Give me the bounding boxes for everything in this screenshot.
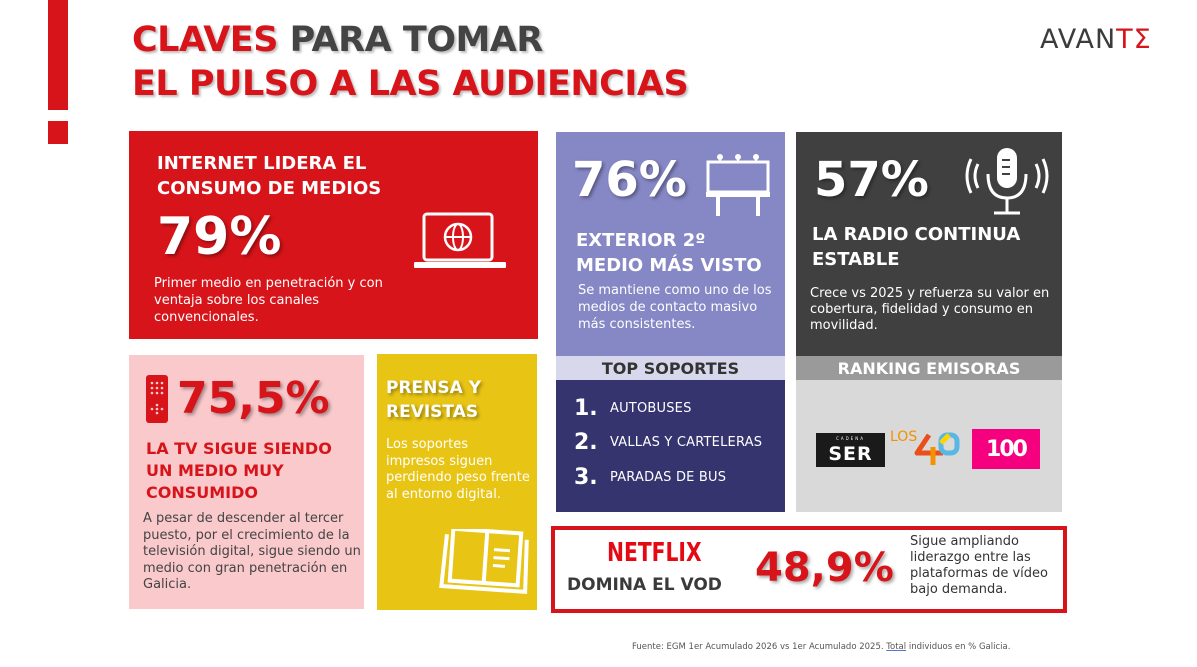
decorative-bar — [48, 0, 68, 110]
radio-description: Crece vs 2025 y refuerza su valor en cob… — [810, 286, 1050, 333]
exterior-headline: EXTERIOR 2º MEDIO MÁS VISTO — [576, 230, 762, 276]
laptop-globe-icon — [412, 211, 508, 275]
list-item: 2. VALLAS Y CARTELERAS — [574, 430, 762, 455]
radio-headline: LA RADIO CONTINUA ESTABLE — [812, 224, 1021, 270]
rank-number: 2. — [574, 430, 598, 455]
rank-number: 1. — [574, 396, 598, 421]
ser-logo-top: CADENA — [836, 436, 865, 441]
remote-control-icon — [146, 375, 168, 427]
exterior-value: 76% — [572, 152, 687, 208]
page-title: CLAVES PARA TOMAR EL PULSO A LAS AUDIENC… — [132, 18, 689, 106]
los40-logo: LOS — [889, 425, 963, 467]
top-soportes-header: TOP SOPORTES — [556, 356, 785, 380]
prensa-card: PRENSA Y REVISTAS Los soportes impresos … — [377, 354, 537, 610]
tv-card: 75,5% LA TV SIGUE SIENDO UN MEDIO MUY CO… — [129, 355, 364, 609]
logo-right: TΣ — [1116, 24, 1152, 55]
internet-value: 79% — [157, 207, 282, 267]
internet-card: INTERNET LIDERA EL CONSUMO DE MEDIOS 79%… — [129, 131, 538, 339]
ranking-emisoras-panel: CADENA SER LOS 100 — [796, 380, 1062, 512]
brand-logo: AVANTΣ — [1040, 24, 1152, 55]
prensa-headline: PRENSA Y REVISTAS — [386, 378, 482, 422]
prensa-description: Los soportes impresos siguen perdiendo p… — [386, 437, 530, 502]
rank-label: VALLAS Y CARTELERAS — [610, 435, 763, 450]
source-underlined: Total — [886, 642, 907, 652]
list-item: 1. AUTOBUSES — [574, 396, 692, 421]
netflix-description: Sigue ampliando liderazgo entre las plat… — [910, 534, 1048, 597]
cadena-100-logo: 100 — [972, 429, 1040, 469]
internet-headline: INTERNET LIDERA EL CONSUMO DE MEDIOS — [157, 153, 382, 199]
exterior-card: 76% EXTERIOR 2º MEDIO MÁS VISTO Se manti… — [556, 132, 785, 356]
billboard-icon — [706, 154, 770, 220]
title-highlight: CLAVES — [132, 20, 278, 60]
netflix-headline: DOMINA EL VOD — [567, 575, 722, 595]
logo-left: AVAN — [1040, 24, 1117, 55]
open-book-icon — [439, 526, 531, 603]
top-soportes-list: 1. AUTOBUSES 2. VALLAS Y CARTELERAS 3. P… — [556, 380, 785, 512]
rank-label: AUTOBUSES — [610, 401, 692, 416]
list-item: 3. PARADAS DE BUS — [574, 465, 726, 490]
tv-description: A pesar de descender al tercer puesto, p… — [143, 511, 361, 592]
internet-description: Primer medio en penetración y con ventaj… — [154, 276, 383, 325]
netflix-value: 48,9% — [755, 545, 894, 591]
tv-value: 75,5% — [177, 373, 330, 424]
rank-number: 3. — [574, 465, 598, 490]
exterior-description: Se mantiene como uno de los medios de co… — [578, 283, 772, 332]
title-line2: EL PULSO A LAS AUDIENCIAS — [132, 64, 689, 104]
decorative-square — [48, 121, 68, 144]
ranking-emisoras-header: RANKING EMISORAS — [796, 356, 1062, 380]
netflix-logo: NETFLIX — [607, 538, 702, 568]
source-note: Fuente: EGM 1er Acumulado 2026 vs 1er Ac… — [632, 642, 1010, 652]
ser-logo-main: SER — [828, 443, 873, 465]
source-text-end: individuos en % Galicia. — [906, 642, 1011, 652]
rank-label: PARADAS DE BUS — [610, 470, 727, 485]
tv-headline: LA TV SIGUE SIENDO UN MEDIO MUY CONSUMID… — [146, 439, 332, 502]
microphone-icon — [964, 146, 1050, 222]
svg-text:LOS: LOS — [890, 429, 917, 445]
source-text: Fuente: EGM 1er Acumulado 2026 vs 1er Ac… — [632, 642, 887, 652]
radio-value: 57% — [814, 152, 929, 208]
radio-card: 57% LA RADIO CONTINUA ESTABLE Crece vs 2… — [796, 132, 1062, 356]
cadena-ser-logo: CADENA SER — [816, 433, 885, 467]
netflix-card: NETFLIX DOMINA EL VOD 48,9% Sigue amplia… — [551, 526, 1067, 613]
title-line1-rest: PARA TOMAR — [277, 20, 544, 60]
